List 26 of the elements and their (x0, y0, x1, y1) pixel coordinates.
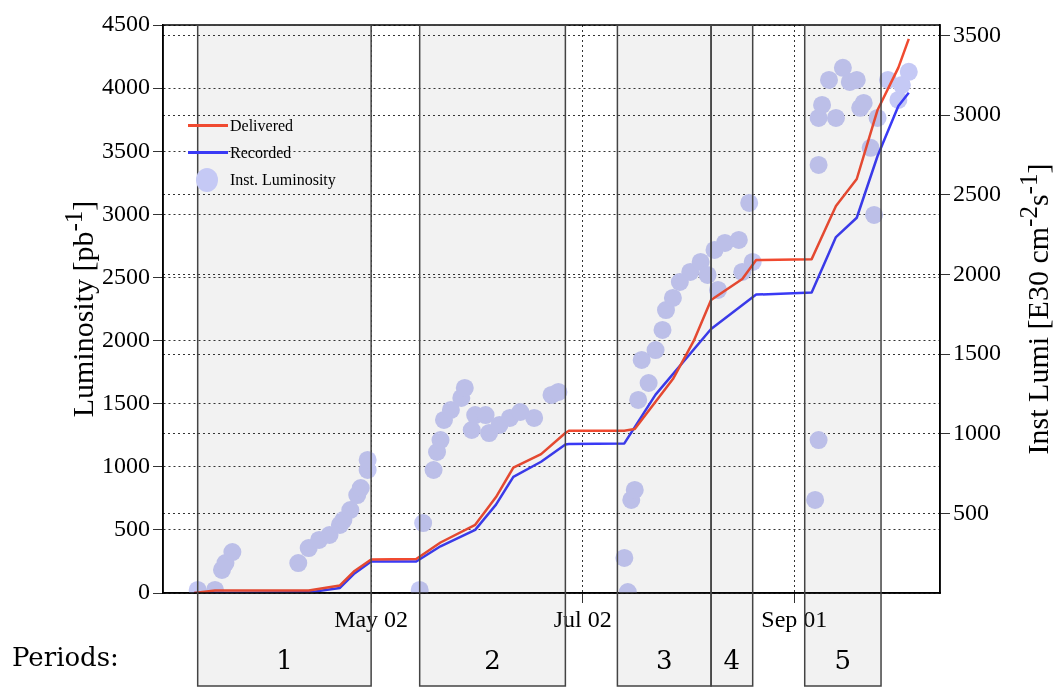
band-label: 1 (276, 644, 293, 675)
y2-tick-label: 2500 (953, 179, 1001, 206)
y2-tick-label: 500 (953, 498, 989, 525)
y-tick-label: 4000 (102, 73, 150, 100)
y-tick-label: 2000 (102, 325, 150, 352)
y2-tick-label: 3500 (953, 20, 1001, 47)
y-tick-label: 4500 (102, 10, 150, 37)
y-tick-label: 2500 (102, 262, 150, 289)
legend-label: Recorded (230, 143, 292, 162)
legend-label: Inst. Luminosity (230, 170, 336, 189)
y2-tick-label: 3000 (953, 100, 1001, 127)
y-tick-label: 1000 (102, 452, 150, 479)
y-tick-label: 3500 (102, 136, 150, 163)
band-label: 2 (484, 644, 501, 675)
y2-tick-label: 1000 (953, 418, 1001, 445)
y-tick-label: 500 (114, 515, 150, 542)
y-tick-label: 0 (138, 578, 150, 605)
band-label: 4 (723, 644, 741, 675)
band-label: 3 (655, 644, 673, 675)
y-tick-label: 1500 (102, 388, 150, 415)
y-tick-label: 3000 (102, 199, 150, 226)
legend-label: Delivered (230, 116, 294, 135)
text: Periods: (12, 642, 119, 672)
y2-tick-label: 2000 (953, 259, 1001, 286)
band-label: 5 (834, 644, 852, 675)
y2-tick-label: 1500 (953, 339, 1001, 366)
